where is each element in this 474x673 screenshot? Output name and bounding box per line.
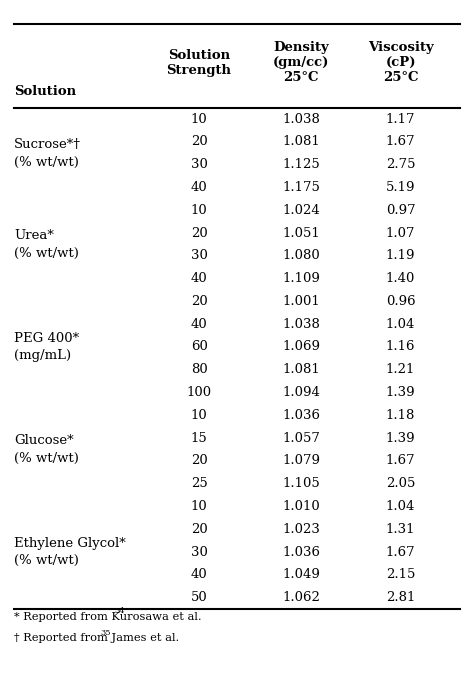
Text: 20: 20 [191, 454, 208, 468]
Text: 1.67: 1.67 [386, 546, 415, 559]
Text: 10: 10 [191, 204, 208, 217]
Text: (% wt/wt): (% wt/wt) [14, 155, 79, 168]
Text: 2.05: 2.05 [386, 477, 415, 490]
Text: 10: 10 [191, 500, 208, 513]
Text: 1.023: 1.023 [282, 523, 320, 536]
Text: 2.15: 2.15 [386, 569, 415, 581]
Text: (% wt/wt): (% wt/wt) [14, 246, 79, 260]
Text: Sucrose*†: Sucrose*† [14, 138, 81, 151]
Text: 1.069: 1.069 [282, 341, 320, 353]
Text: 1.109: 1.109 [282, 272, 320, 285]
Text: 0.96: 0.96 [386, 295, 415, 308]
Text: 1.038: 1.038 [282, 318, 320, 330]
Text: 1.094: 1.094 [282, 386, 320, 399]
Text: 1.062: 1.062 [282, 591, 320, 604]
Text: 20: 20 [191, 135, 208, 148]
Text: 1.049: 1.049 [282, 569, 320, 581]
Text: Density
(gm/cc)
25°C: Density (gm/cc) 25°C [273, 42, 329, 84]
Text: 1.21: 1.21 [386, 363, 415, 376]
Text: 1.19: 1.19 [386, 249, 415, 262]
Text: 15: 15 [191, 431, 208, 445]
Text: 5.19: 5.19 [386, 181, 415, 194]
Text: 1.175: 1.175 [282, 181, 320, 194]
Text: 2.81: 2.81 [386, 591, 415, 604]
Text: 1.39: 1.39 [386, 386, 415, 399]
Text: Viscosity
(cP)
25°C: Viscosity (cP) 25°C [368, 42, 433, 84]
Text: 1.051: 1.051 [282, 227, 320, 240]
Text: 1.080: 1.080 [282, 249, 320, 262]
Text: 40: 40 [191, 272, 208, 285]
Text: 1.67: 1.67 [386, 454, 415, 468]
Text: 34: 34 [114, 607, 125, 615]
Text: 1.18: 1.18 [386, 409, 415, 422]
Text: 100: 100 [186, 386, 212, 399]
Text: 1.038: 1.038 [282, 112, 320, 126]
Text: 1.31: 1.31 [386, 523, 415, 536]
Text: Solution
Strength: Solution Strength [166, 49, 232, 77]
Text: 35: 35 [100, 629, 111, 637]
Text: 2.75: 2.75 [386, 158, 415, 171]
Text: 25: 25 [191, 477, 208, 490]
Text: 80: 80 [191, 363, 208, 376]
Text: 1.081: 1.081 [282, 135, 320, 148]
Text: 1.036: 1.036 [282, 409, 320, 422]
Text: 1.057: 1.057 [282, 431, 320, 445]
Text: Solution: Solution [14, 85, 76, 98]
Text: 1.036: 1.036 [282, 546, 320, 559]
Text: 1.04: 1.04 [386, 318, 415, 330]
Text: 30: 30 [191, 546, 208, 559]
Text: 10: 10 [191, 112, 208, 126]
Text: 20: 20 [191, 523, 208, 536]
Text: Glucose*: Glucose* [14, 434, 74, 448]
Text: 1.67: 1.67 [386, 135, 415, 148]
Text: 1.07: 1.07 [386, 227, 415, 240]
Text: * Reported from Kurosawa et al.: * Reported from Kurosawa et al. [14, 612, 202, 622]
Text: 1.17: 1.17 [386, 112, 415, 126]
Text: 1.010: 1.010 [282, 500, 320, 513]
Text: 1.001: 1.001 [282, 295, 320, 308]
Text: PEG 400*: PEG 400* [14, 332, 79, 345]
Text: 1.04: 1.04 [386, 500, 415, 513]
Text: Urea*: Urea* [14, 229, 54, 242]
Text: (% wt/wt): (% wt/wt) [14, 555, 79, 567]
Text: 1.125: 1.125 [282, 158, 320, 171]
Text: 1.024: 1.024 [282, 204, 320, 217]
Text: Ethylene Glycol*: Ethylene Glycol* [14, 537, 126, 550]
Text: 20: 20 [191, 227, 208, 240]
Text: † Reported from James et al.: † Reported from James et al. [14, 633, 180, 643]
Text: 1.16: 1.16 [386, 341, 415, 353]
Text: 1.40: 1.40 [386, 272, 415, 285]
Text: 1.39: 1.39 [386, 431, 415, 445]
Text: (mg/mL): (mg/mL) [14, 349, 72, 362]
Text: 1.081: 1.081 [282, 363, 320, 376]
Text: 10: 10 [191, 409, 208, 422]
Text: 40: 40 [191, 181, 208, 194]
Text: 0.97: 0.97 [386, 204, 415, 217]
Text: 40: 40 [191, 318, 208, 330]
Text: 30: 30 [191, 249, 208, 262]
Text: 1.079: 1.079 [282, 454, 320, 468]
Text: 1.105: 1.105 [282, 477, 320, 490]
Text: 50: 50 [191, 591, 208, 604]
Text: 30: 30 [191, 158, 208, 171]
Text: (% wt/wt): (% wt/wt) [14, 452, 79, 465]
Text: 40: 40 [191, 569, 208, 581]
Text: 60: 60 [191, 341, 208, 353]
Text: 20: 20 [191, 295, 208, 308]
